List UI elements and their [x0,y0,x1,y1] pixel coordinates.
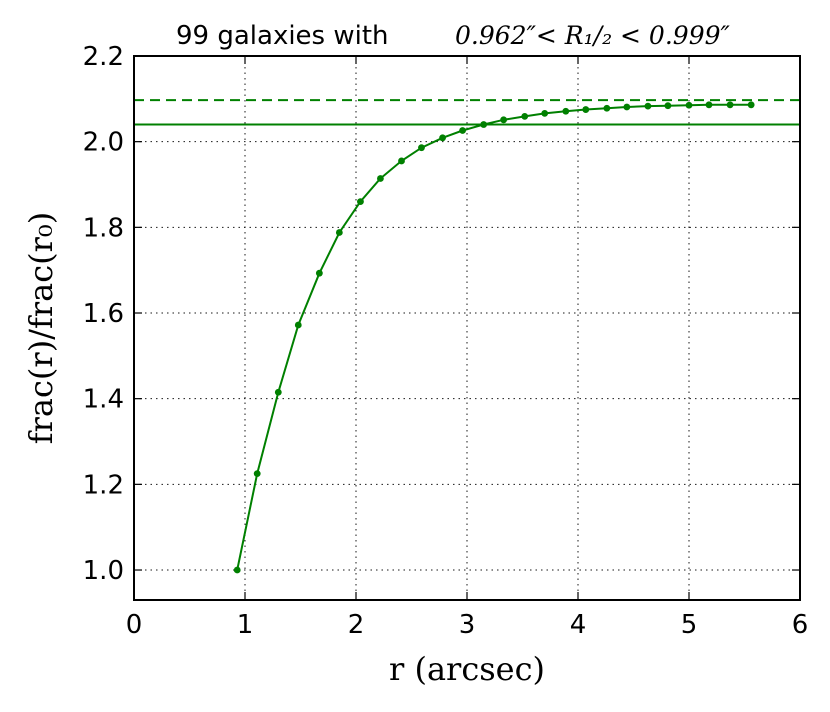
y-tick-label: 1.2 [83,470,124,500]
data-point [418,144,425,152]
data-point [582,106,590,113]
y-tick-label: 1.6 [83,299,124,329]
x-tick-label: 2 [348,610,365,640]
data-point [541,109,549,117]
data-point [439,134,446,142]
data-point [233,566,241,574]
y-axis-label: frac(r)/frac(r₀) [22,212,60,444]
data-point [521,112,529,120]
data-point [398,157,405,165]
data-series [233,101,755,574]
x-tick-label: 5 [681,610,698,640]
x-axis-ticks: 0 1 2 3 4 5 6 [126,56,809,640]
y-tick-label: 1.4 [83,385,124,415]
series-line [236,103,752,571]
x-tick-label: 1 [237,610,254,640]
data-point [274,388,282,396]
y-axis-ticks: 1.0 1.2 1.4 1.6 1.8 2.0 2.2 [83,42,800,586]
data-point [747,101,755,109]
data-point [685,101,693,109]
x-axis-label: r (arcsec) [389,650,545,688]
data-point [377,175,384,182]
reference-lines [134,99,800,126]
data-point [459,127,466,134]
data-point [357,198,364,206]
data-point [335,229,343,236]
y-tick-label: 2.2 [83,42,124,72]
grid-lines [134,56,800,600]
y-tick-label: 1.8 [83,213,124,243]
data-point [315,269,323,277]
chart-title-math: 0.962″< R₁/₂ < 0.999″ [455,21,731,50]
data-point [253,470,261,478]
data-point [562,107,570,115]
x-tick-label: 3 [459,610,476,640]
data-point [644,102,652,110]
data-point [664,102,672,110]
y-tick-label: 2.0 [83,128,124,158]
data-point [603,104,611,112]
y-tick-label: 1.0 [83,556,124,586]
x-tick-label: 4 [570,610,587,640]
data-point [500,116,508,124]
data-point [294,321,302,329]
data-point [726,101,734,109]
data-point [705,101,713,109]
data-point [480,121,488,128]
x-tick-label: 0 [126,610,143,640]
data-point [623,103,631,111]
chart-title-prefix: 99 galaxies with [176,21,389,51]
x-tick-label: 6 [792,610,809,640]
